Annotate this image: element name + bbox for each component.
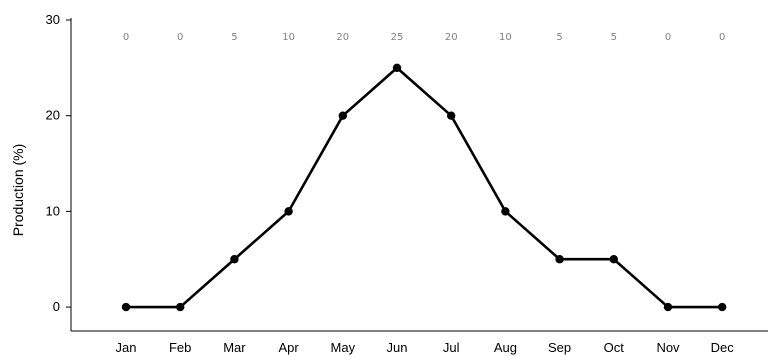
x-tick-label: Jul: [443, 340, 460, 355]
data-point: [230, 255, 239, 264]
data-point: [176, 302, 185, 312]
x-tick-label: Apr: [278, 340, 299, 355]
x-tick-label: Dec: [711, 340, 735, 355]
x-tick-label: Mar: [223, 340, 246, 355]
data-label: 25: [391, 32, 404, 43]
x-tick-label: Nov: [656, 340, 680, 355]
data-point: [447, 111, 456, 120]
data-label: 20: [336, 32, 349, 43]
x-tick-label: Sep: [548, 340, 571, 355]
y-axis-ticks: 0 10 20 30: [46, 12, 71, 314]
data-label: 5: [556, 32, 562, 43]
data-point: [718, 302, 727, 312]
series-line: [126, 66, 723, 309]
data-label: 0: [665, 32, 671, 43]
data-point: [392, 63, 402, 73]
data-point: [501, 207, 510, 216]
data-label: 10: [499, 32, 512, 43]
y-axis-title: Production (%): [10, 144, 26, 237]
data-point: [555, 255, 564, 264]
data-label: 5: [231, 32, 237, 43]
y-tick-label: 30: [46, 12, 60, 27]
data-label: 0: [123, 32, 129, 43]
data-point: [338, 111, 347, 120]
x-tick-label: Jan: [116, 340, 137, 355]
axes: [70, 18, 768, 332]
y-tick-label: 20: [46, 108, 60, 123]
data-label: 20: [445, 32, 458, 43]
data-label: 5: [611, 32, 617, 43]
data-label: 10: [282, 32, 295, 43]
x-tick-label: Oct: [604, 340, 625, 355]
data-point: [121, 302, 131, 312]
data-point: [663, 302, 673, 312]
x-axis-ticks: Jan Feb Mar Apr May Jun Jul Aug Sep Oct Nov Dec: [116, 340, 735, 355]
data-point: [609, 255, 618, 264]
data-point: [284, 207, 293, 216]
data-label: 0: [177, 32, 183, 43]
series-group: [121, 63, 727, 312]
x-tick-label: Feb: [169, 340, 191, 355]
x-tick-label: May: [331, 340, 356, 355]
y-tick-label: 0: [53, 299, 60, 314]
x-tick-label: Aug: [494, 340, 517, 355]
y-tick-label: 10: [46, 203, 60, 218]
x-tick-label: Jun: [387, 340, 408, 355]
data-labels: 0 0 5 10 20 25 20 10 5 5 0 0: [123, 32, 726, 43]
data-label: 0: [719, 32, 725, 43]
